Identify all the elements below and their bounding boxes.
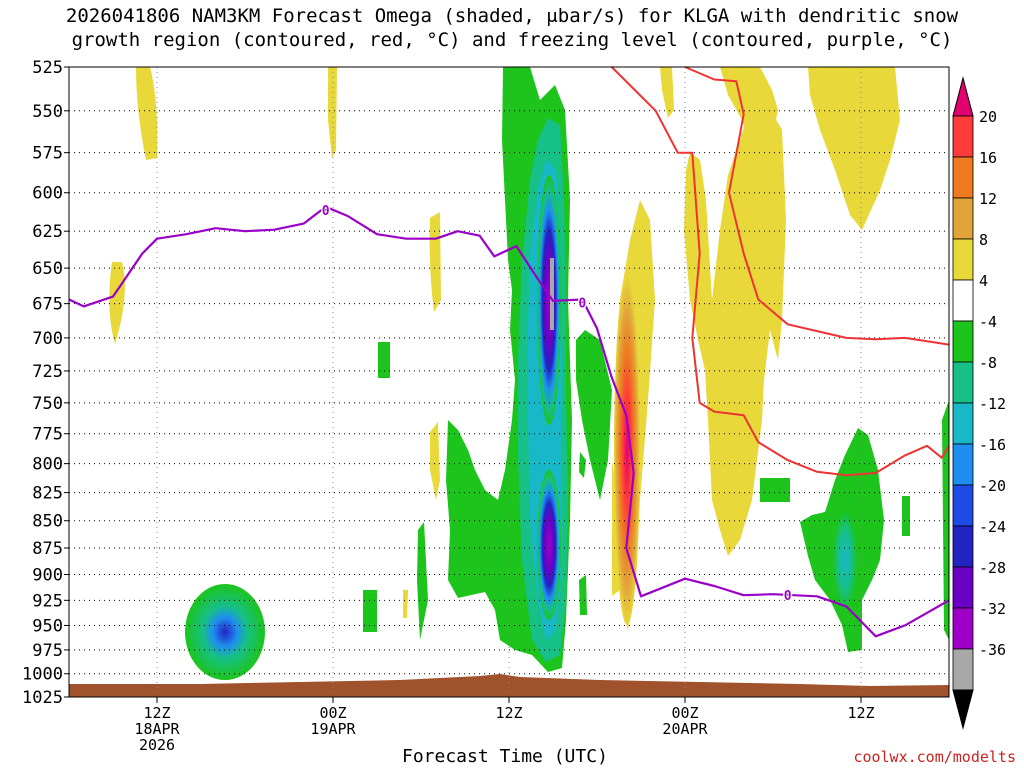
colorbar-label: -12 (979, 395, 1006, 413)
freezing-level-label: 0 (578, 296, 586, 311)
colorbar-segment (952, 402, 974, 445)
colorbar-segment (952, 607, 974, 650)
title-line-1: 2026041806 NAM3KM Forecast Omega (shaded… (65, 5, 959, 27)
x-tick-label: 20APR (662, 720, 708, 738)
dgz-contour-1 (610, 66, 950, 477)
y-tick-label-775: 775 (32, 425, 63, 445)
freezing-level-line (68, 205, 950, 638)
x-tick-label: 19APR (310, 720, 356, 738)
x-tick-label: 00Z (319, 704, 346, 722)
colorbar-segment (952, 320, 974, 363)
y-tick-label-600: 600 (32, 184, 63, 204)
y-tick-label-825: 825 (32, 484, 63, 504)
y-tick-label-550: 550 (32, 102, 63, 122)
dotted-grid (69, 66, 949, 698)
x-tick-label: 12Z (143, 704, 170, 722)
colorbar-segment (952, 648, 974, 691)
colorbar: 20 16 12 8 4 -4 -8 -12 -16 -20 -24 -28 -32 -36 (952, 76, 1006, 730)
colorbar-label: -4 (979, 313, 997, 331)
x-tick-label: 2026 (139, 736, 175, 754)
colorbar-segment (952, 361, 974, 404)
y-tick-label-950: 950 (32, 616, 63, 636)
colorbar-segment (952, 279, 974, 322)
y-tick-label-850: 850 (32, 512, 63, 532)
title-line-2: growth region (contoured, red, °C) and f… (71, 29, 953, 51)
y-tick-label-800: 800 (32, 455, 63, 475)
freezing-level-contour: 0 0 0 (68, 202, 950, 638)
chart-title: 2026041806 NAM3KM Forecast Omega (shaded… (0, 4, 1024, 52)
y-tick-label-750: 750 (32, 394, 63, 414)
x-tick-label: 12Z (847, 704, 874, 722)
colorbar-arrow-bottom (952, 689, 974, 730)
colorbar-segment (952, 115, 974, 158)
y-tick-label-1025: 1025 (22, 688, 63, 708)
colorbar-label: -8 (979, 354, 997, 372)
colorbar-label: -20 (979, 477, 1006, 495)
plot-area (69, 67, 949, 697)
colorbar-label: 8 (979, 231, 988, 249)
downward-motion-column (614, 275, 640, 625)
y-tick-label-975: 975 (32, 641, 63, 661)
colorbar-label: 16 (979, 149, 997, 167)
freezing-level-label: 0 (784, 589, 792, 604)
y-tick-label-525: 525 (32, 58, 63, 78)
dgz-contours (610, 66, 950, 477)
y-tick-label-700: 700 (32, 329, 63, 349)
colorbar-segment (952, 156, 974, 199)
colorbar-label: -32 (979, 600, 1006, 618)
colorbar-label: -16 (979, 436, 1006, 454)
colorbar-label: -36 (979, 641, 1006, 659)
y-tick-label-625: 625 (32, 222, 63, 242)
y-tick-label-925: 925 (32, 591, 63, 611)
pressure-axis: 525 550 575 600 625 650 675 700 725 750 775 800 825 8… (22, 58, 69, 708)
colorbar-label: 20 (979, 108, 997, 126)
colorbar-segment (952, 443, 974, 486)
credit-link[interactable]: coolwx.com/modelts (853, 748, 1016, 766)
y-tick-label-900: 900 (32, 566, 63, 586)
colorbar-arrow-top (952, 76, 974, 117)
freezing-level-label: 0 (322, 204, 330, 219)
y-tick-label-650: 650 (32, 259, 63, 279)
x-tick-label: 00Z (671, 704, 698, 722)
strong-upward-motion-column (518, 118, 568, 662)
colorbar-label: 4 (979, 272, 988, 290)
colorbar-label: -24 (979, 518, 1006, 536)
x-tick-label: 18APR (134, 720, 180, 738)
y-tick-label-1000: 1000 (22, 665, 63, 685)
colorbar-label: 12 (979, 190, 997, 208)
omega-minimum-18apr-low-levels (185, 584, 265, 680)
colorbar-label: -28 (979, 559, 1006, 577)
x-axis-label: Forecast Time (UTC) (402, 746, 608, 767)
dgz-contour-2 (684, 66, 950, 346)
y-tick-label-675: 675 (32, 295, 63, 315)
ground-terrain (69, 674, 949, 697)
omega-minimum-20apr (833, 510, 857, 610)
colorbar-segment (952, 484, 974, 527)
colorbar-segment (952, 566, 974, 609)
y-tick-label-725: 725 (32, 362, 63, 382)
colorbar-segment (952, 238, 974, 281)
x-tick-label: 12Z (495, 704, 522, 722)
colorbar-segment (952, 525, 974, 568)
y-tick-label-575: 575 (32, 144, 63, 164)
y-tick-label-875: 875 (32, 539, 63, 559)
colorbar-segment (952, 197, 974, 240)
